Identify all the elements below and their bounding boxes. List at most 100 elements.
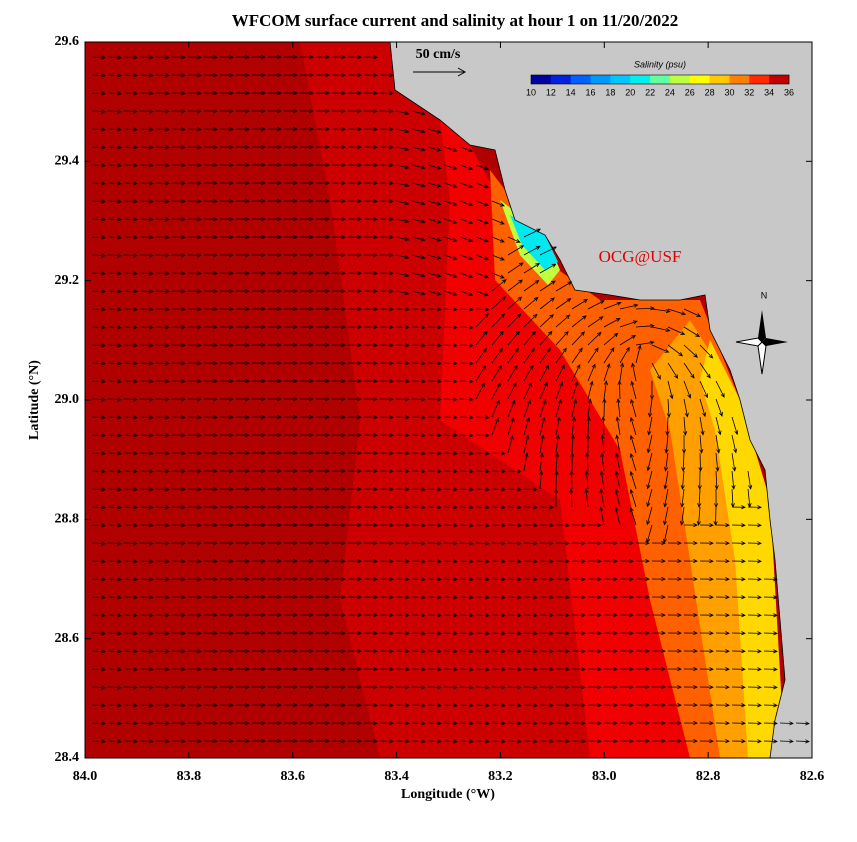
current-arrow — [139, 325, 154, 330]
current-arrow — [411, 110, 426, 116]
current-arrow — [267, 667, 282, 672]
current-arrow — [697, 488, 702, 508]
current-arrow — [171, 307, 186, 312]
current-arrow — [395, 631, 410, 636]
current-arrow — [475, 313, 489, 328]
current-arrow — [747, 541, 762, 546]
current-arrow — [491, 649, 506, 654]
current-arrow — [603, 649, 618, 654]
current-arrow — [667, 380, 674, 400]
current-arrow — [651, 649, 666, 654]
current-arrow — [491, 347, 503, 364]
current-arrow — [107, 235, 122, 240]
current-arrow — [267, 181, 282, 186]
current-arrow — [379, 649, 394, 654]
current-arrow — [475, 559, 490, 564]
current-arrow — [171, 541, 186, 546]
current-arrow — [235, 595, 250, 600]
current-arrow — [283, 487, 298, 492]
current-arrow — [395, 667, 410, 672]
current-arrow — [683, 326, 701, 338]
current-arrow — [571, 631, 586, 636]
current-arrow — [635, 306, 655, 311]
current-arrow — [459, 236, 474, 243]
current-arrow — [347, 541, 362, 546]
current-arrow — [315, 433, 330, 438]
current-arrow — [507, 279, 524, 292]
current-arrow — [603, 667, 618, 672]
current-arrow — [251, 559, 266, 564]
current-arrow — [619, 721, 634, 726]
current-arrow — [331, 541, 346, 546]
current-arrow — [299, 451, 314, 456]
current-arrow — [91, 163, 106, 168]
current-arrow — [299, 505, 314, 510]
current-arrow — [155, 199, 170, 204]
current-arrow — [235, 109, 250, 114]
current-arrow — [491, 236, 505, 243]
current-arrow — [139, 559, 154, 564]
current-arrow — [203, 379, 218, 384]
current-arrow — [123, 469, 138, 474]
current-arrow — [123, 217, 138, 222]
current-arrow — [251, 487, 266, 492]
current-arrow — [91, 253, 106, 258]
current-arrow — [731, 667, 746, 672]
current-arrow — [139, 505, 154, 510]
current-arrow — [555, 685, 570, 690]
current-arrow — [619, 362, 625, 382]
current-arrow — [379, 523, 394, 528]
current-arrow — [443, 541, 458, 546]
current-arrow — [699, 631, 714, 636]
current-arrow — [123, 487, 138, 492]
current-arrow — [631, 362, 637, 382]
current-arrow — [459, 523, 474, 528]
current-arrow — [299, 433, 314, 438]
current-arrow — [363, 703, 378, 708]
current-arrow — [331, 55, 346, 60]
current-arrow — [203, 55, 218, 60]
current-arrow — [219, 109, 234, 114]
current-arrow — [395, 218, 410, 224]
current-arrow — [411, 721, 426, 726]
current-arrow — [267, 271, 282, 276]
current-arrow — [763, 703, 778, 708]
current-arrow — [219, 739, 234, 744]
current-arrow — [599, 506, 605, 526]
current-arrow — [219, 505, 234, 510]
current-arrow — [171, 721, 186, 726]
current-arrow — [647, 416, 653, 436]
current-arrow — [683, 380, 692, 399]
current-arrow — [107, 181, 122, 186]
current-arrow — [395, 236, 410, 242]
current-arrow — [731, 703, 746, 708]
current-arrow — [683, 703, 698, 708]
current-arrow — [379, 469, 394, 474]
current-arrow — [331, 109, 346, 114]
current-arrow — [203, 235, 218, 240]
current-arrow — [235, 163, 250, 168]
current-arrow — [267, 505, 282, 510]
current-arrow — [267, 145, 282, 150]
current-arrow — [363, 505, 378, 510]
current-arrow — [747, 685, 762, 690]
current-arrow — [187, 595, 202, 600]
current-arrow — [219, 217, 234, 222]
current-arrow — [683, 631, 698, 636]
y-tick-label: 28.8 — [55, 512, 80, 527]
current-arrow — [539, 631, 554, 636]
current-arrow — [715, 649, 730, 654]
colorbar-tick-label: 36 — [784, 87, 794, 97]
current-arrow — [315, 145, 330, 150]
current-arrow — [539, 649, 554, 654]
current-arrow — [603, 595, 618, 600]
current-arrow — [139, 685, 154, 690]
current-arrow — [315, 721, 330, 726]
current-arrow — [347, 559, 362, 564]
current-arrow — [299, 469, 314, 474]
current-arrow — [219, 289, 234, 294]
current-arrow — [715, 721, 730, 726]
y-tick-label: 29.6 — [55, 34, 80, 49]
current-arrow — [123, 199, 138, 204]
colorbar-tick-label: 34 — [764, 87, 774, 97]
